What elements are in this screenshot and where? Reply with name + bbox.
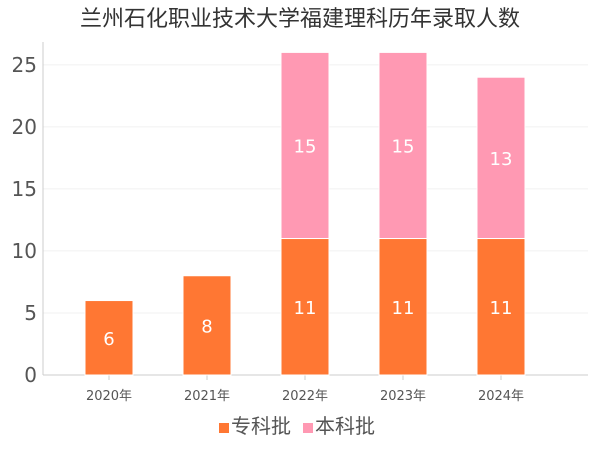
bar-benke xyxy=(378,51,428,240)
bar-value-label: 15 xyxy=(392,136,415,157)
bar-value-label: 11 xyxy=(490,298,513,319)
bar-value-label: 6 xyxy=(103,329,114,350)
tick-labels: 0 5 10 15 20 25 2020年 2021年 2022年 2023年 2024年 xyxy=(12,53,525,404)
bar-value-label: 13 xyxy=(490,149,513,170)
x-tick-label: 2024年 xyxy=(478,389,524,404)
y-tick-label: 0 xyxy=(24,363,37,387)
bar-zhuanke xyxy=(476,238,526,376)
x-tick-label: 2022年 xyxy=(282,389,328,404)
bar-zhuanke xyxy=(378,238,428,376)
legend: 专科批 本科批 xyxy=(219,414,375,438)
bar-zhuanke xyxy=(84,300,134,376)
bar-benke xyxy=(476,76,526,240)
x-tick-label: 2023年 xyxy=(380,389,426,404)
y-tick-label: 25 xyxy=(12,53,37,77)
data-labels: 6 8 11 15 11 15 11 13 xyxy=(103,136,512,349)
y-tick-label: 5 xyxy=(24,301,37,325)
legend-swatch-zhuanke[interactable] xyxy=(219,423,229,433)
bar-value-label: 11 xyxy=(294,298,317,319)
bar-value-label: 11 xyxy=(392,298,415,319)
x-tick-label: 2020年 xyxy=(86,389,132,404)
x-tick-label: 2021年 xyxy=(184,389,230,404)
y-tick-label: 15 xyxy=(12,177,37,201)
bar-zhuanke xyxy=(182,275,232,376)
legend-swatch-benke[interactable] xyxy=(303,423,313,433)
bar-value-label: 8 xyxy=(201,316,212,337)
bar-value-label: 15 xyxy=(294,136,317,157)
y-tick-label: 20 xyxy=(12,115,37,139)
y-tick-label: 10 xyxy=(12,239,37,263)
chart-title: 兰州石化职业技术大学福建理科历年录取人数 xyxy=(80,7,520,32)
legend-label-benke[interactable]: 本科批 xyxy=(315,414,375,438)
bar-benke xyxy=(280,51,330,240)
bars xyxy=(84,51,526,376)
legend-label-zhuanke[interactable]: 专科批 xyxy=(231,414,291,438)
